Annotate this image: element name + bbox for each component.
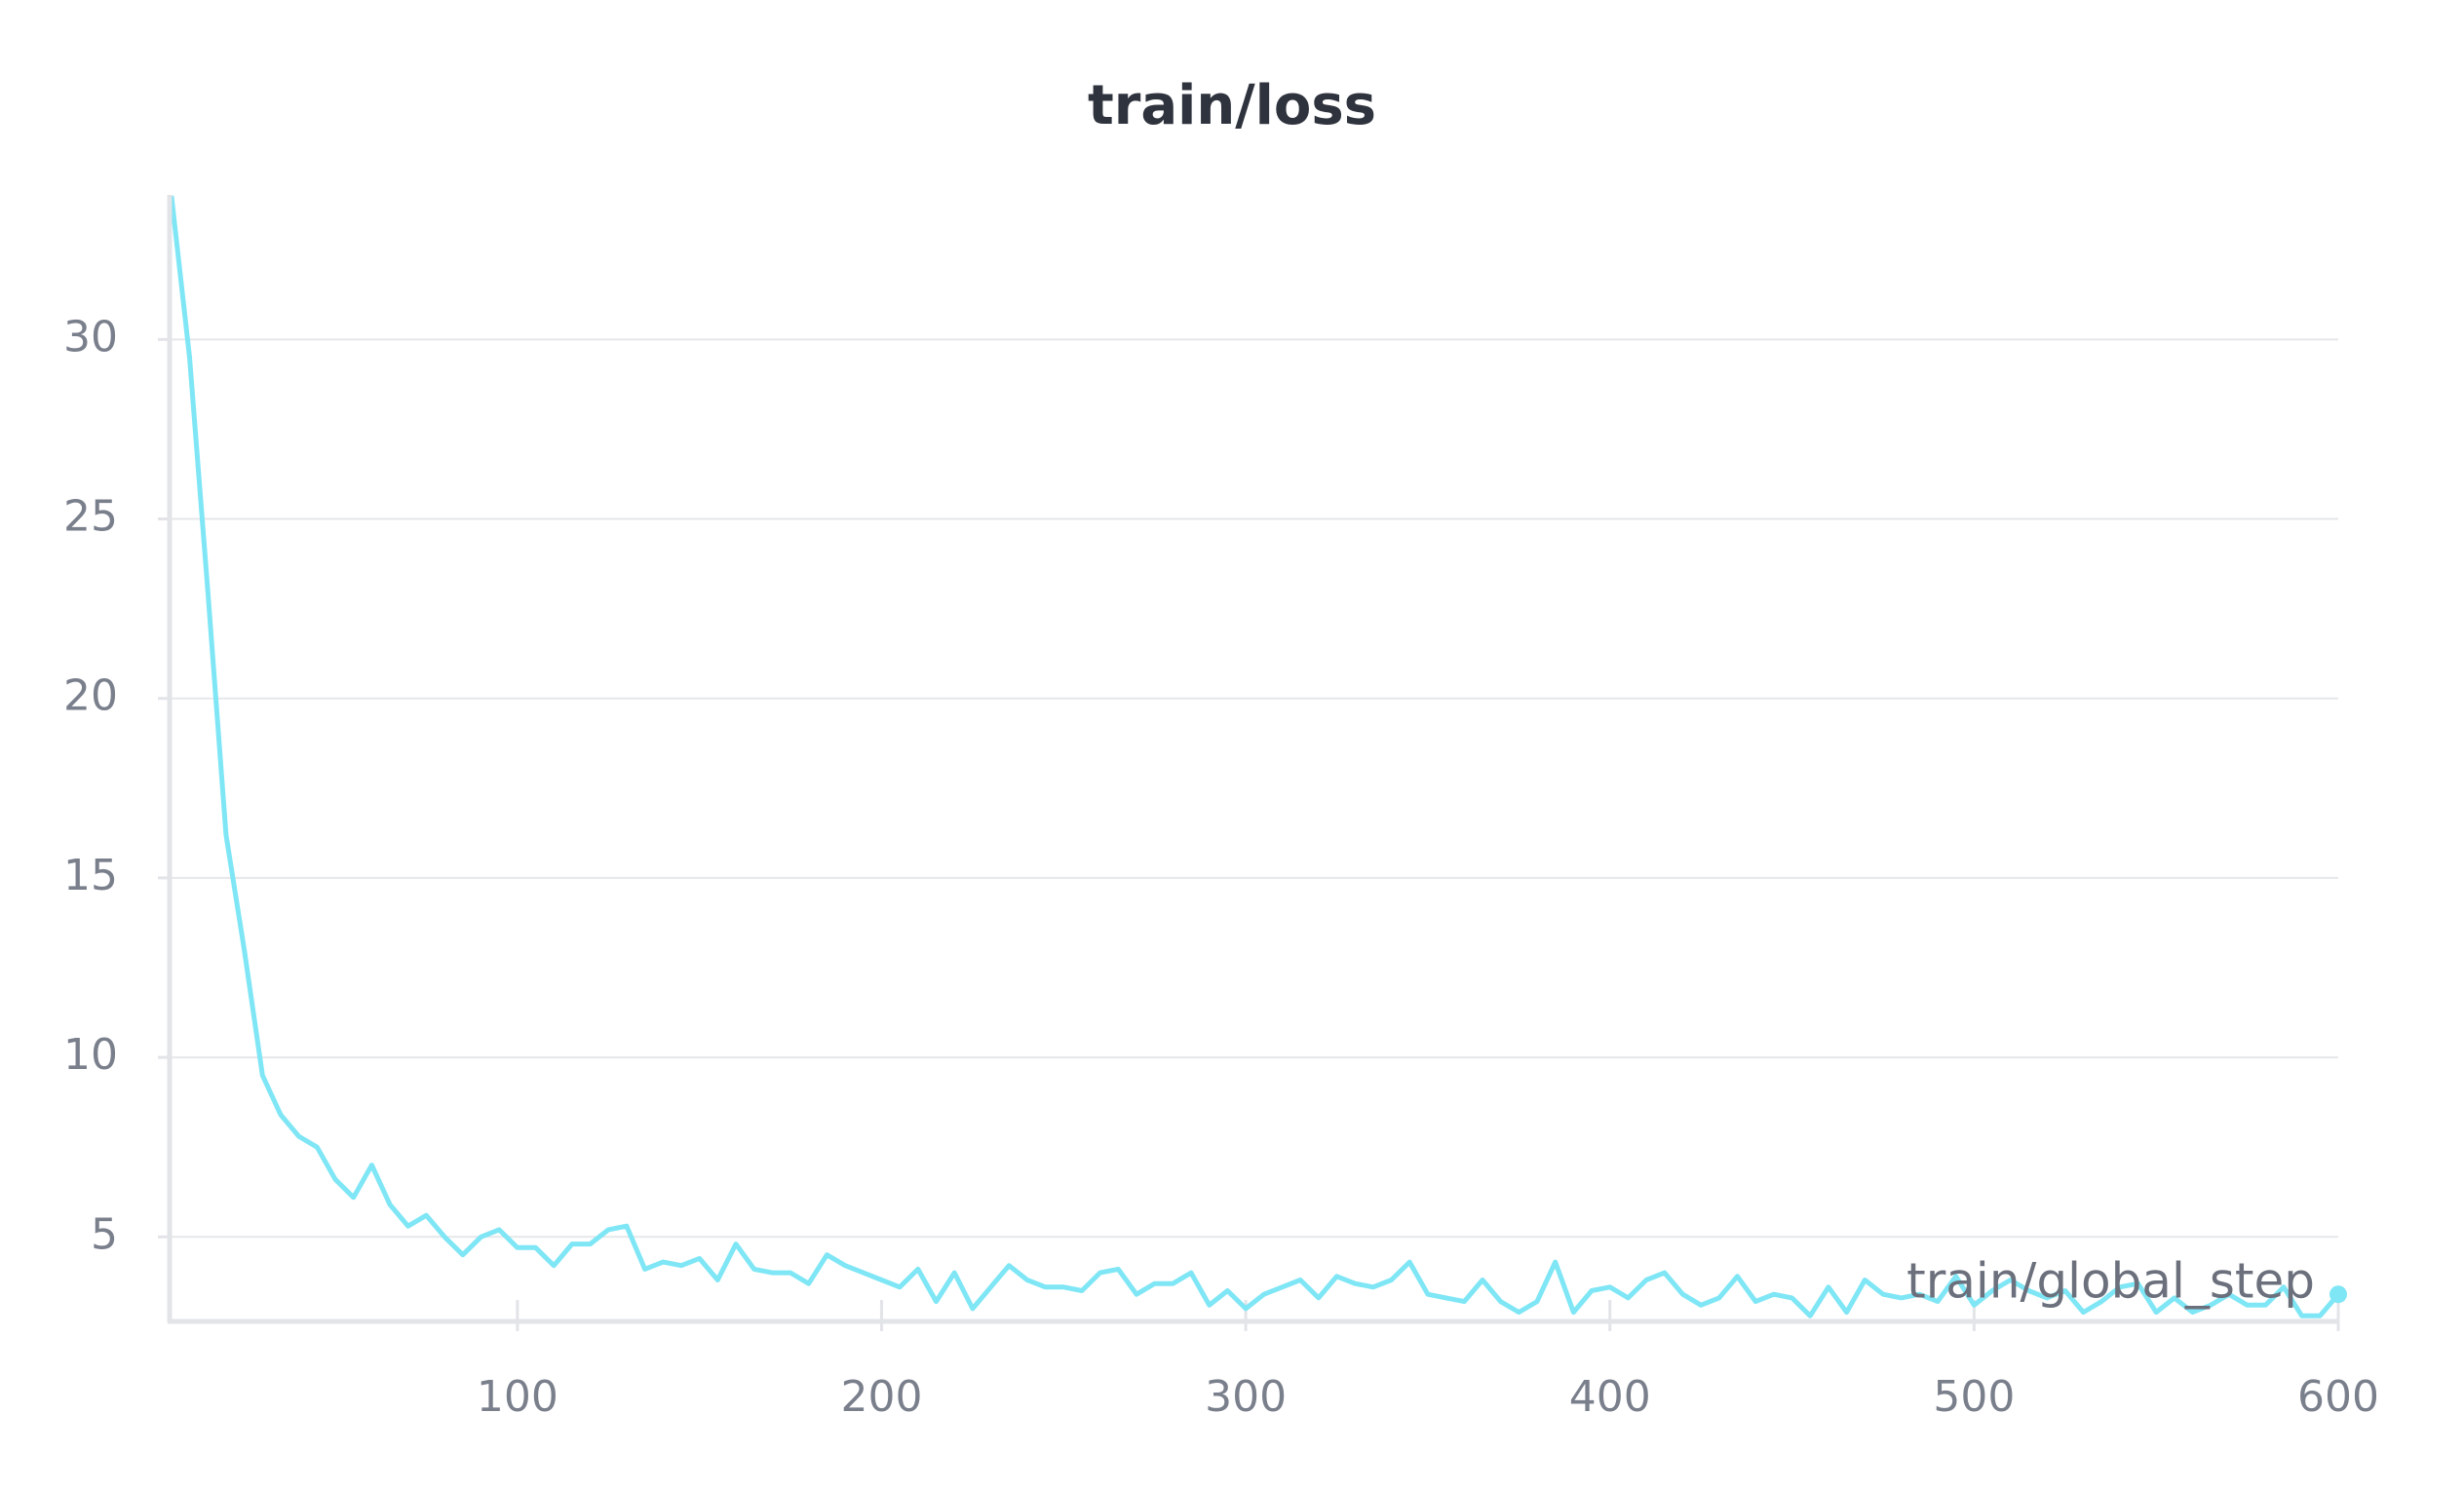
y-tick-label: 5 (91, 1209, 118, 1259)
x-tick-label: 500 (1933, 1372, 2015, 1422)
grid (158, 337, 2340, 1331)
x-tick-label: 100 (477, 1372, 558, 1422)
x-tick-label: 300 (1205, 1372, 1287, 1422)
y-tick-label: 20 (63, 671, 118, 721)
y-tick-label: 15 (63, 851, 118, 900)
loss-line (169, 195, 2340, 1318)
x-tick-label: 200 (840, 1372, 922, 1422)
x-tick-label: 600 (2297, 1372, 2379, 1422)
x-tick-label: 400 (1569, 1372, 1651, 1422)
chart-title: train/loss (1088, 74, 1376, 137)
last-point (2329, 1285, 2347, 1304)
y-tick-label: 25 (63, 492, 118, 542)
plot (169, 195, 2347, 1318)
y-tick-label: 30 (63, 312, 118, 362)
x-axis-label: train/global_step (1906, 1253, 2315, 1310)
y-tick-label: 10 (63, 1030, 118, 1080)
